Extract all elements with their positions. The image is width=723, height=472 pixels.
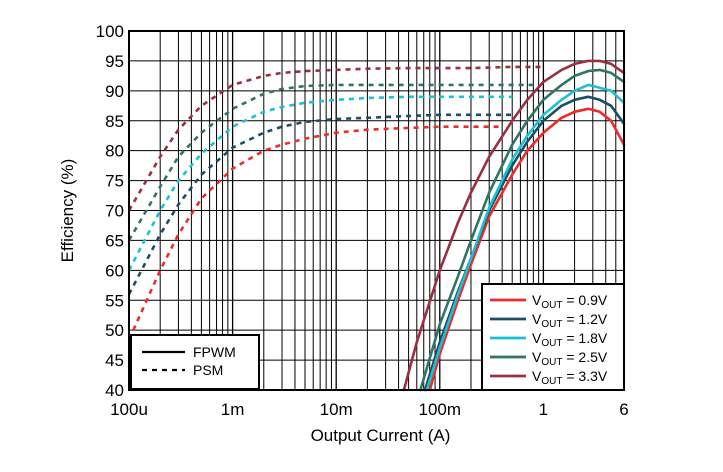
y-tick-label: 100 bbox=[96, 22, 124, 41]
y-tick-label: 70 bbox=[105, 202, 124, 221]
x-tick-label: 1m bbox=[221, 400, 245, 419]
y-tick-label: 40 bbox=[105, 381, 124, 400]
series-legend-label-4: VOUT = 3.3V bbox=[532, 368, 608, 387]
y-tick-label: 90 bbox=[105, 82, 124, 101]
mode-legend: FPWM PSM bbox=[130, 334, 260, 390]
x-tick-label: 10m bbox=[320, 400, 353, 419]
x-axis-label: Output Current (A) bbox=[311, 426, 451, 445]
x-tick-label: 1 bbox=[539, 400, 548, 419]
series-legend-label-3: VOUT = 2.5V bbox=[532, 349, 608, 368]
y-tick-label: 75 bbox=[105, 172, 124, 191]
tick-labels: 40 45 50 55 60 65 70 75 80 85 90 95 100 100u 1m 10m 100m… bbox=[96, 22, 629, 419]
y-tick-label: 65 bbox=[105, 231, 124, 250]
series-line-fpwm-0 bbox=[428, 107, 626, 392]
series-layer bbox=[127, 59, 626, 392]
series-line-fpwm-4 bbox=[402, 59, 626, 392]
series-line-psm-0 bbox=[132, 125, 503, 331]
series-legend-label-2: VOUT = 1.8V bbox=[532, 330, 608, 349]
x-tick-label: 100m bbox=[419, 400, 462, 419]
series-legend-label-0: VOUT = 0.9V bbox=[532, 292, 608, 311]
y-tick-label: 85 bbox=[105, 112, 124, 131]
series-line-fpwm-3 bbox=[419, 68, 626, 392]
y-tick-label: 60 bbox=[105, 261, 124, 280]
y-tick-label: 50 bbox=[105, 321, 124, 340]
y-axis-label: Efficiency (%) bbox=[58, 159, 77, 263]
series-legend-label-1: VOUT = 1.2V bbox=[532, 311, 608, 330]
y-tick-label: 45 bbox=[105, 351, 124, 370]
mode-legend-label-fpwm: FPWM bbox=[193, 344, 236, 360]
y-tick-label: 95 bbox=[105, 52, 124, 71]
plot-frame bbox=[128, 30, 625, 391]
x-tick-label: 6 bbox=[619, 400, 628, 419]
x-tick-label: 100u bbox=[110, 400, 148, 419]
series-line-psm-3 bbox=[127, 83, 534, 242]
y-tick-label: 55 bbox=[105, 291, 124, 310]
series-line-fpwm-2 bbox=[425, 83, 626, 392]
y-tick-label: 80 bbox=[105, 142, 124, 161]
mode-legend-box bbox=[130, 334, 260, 390]
mode-legend-label-psm: PSM bbox=[193, 362, 223, 378]
series-line-psm-2 bbox=[127, 95, 513, 271]
